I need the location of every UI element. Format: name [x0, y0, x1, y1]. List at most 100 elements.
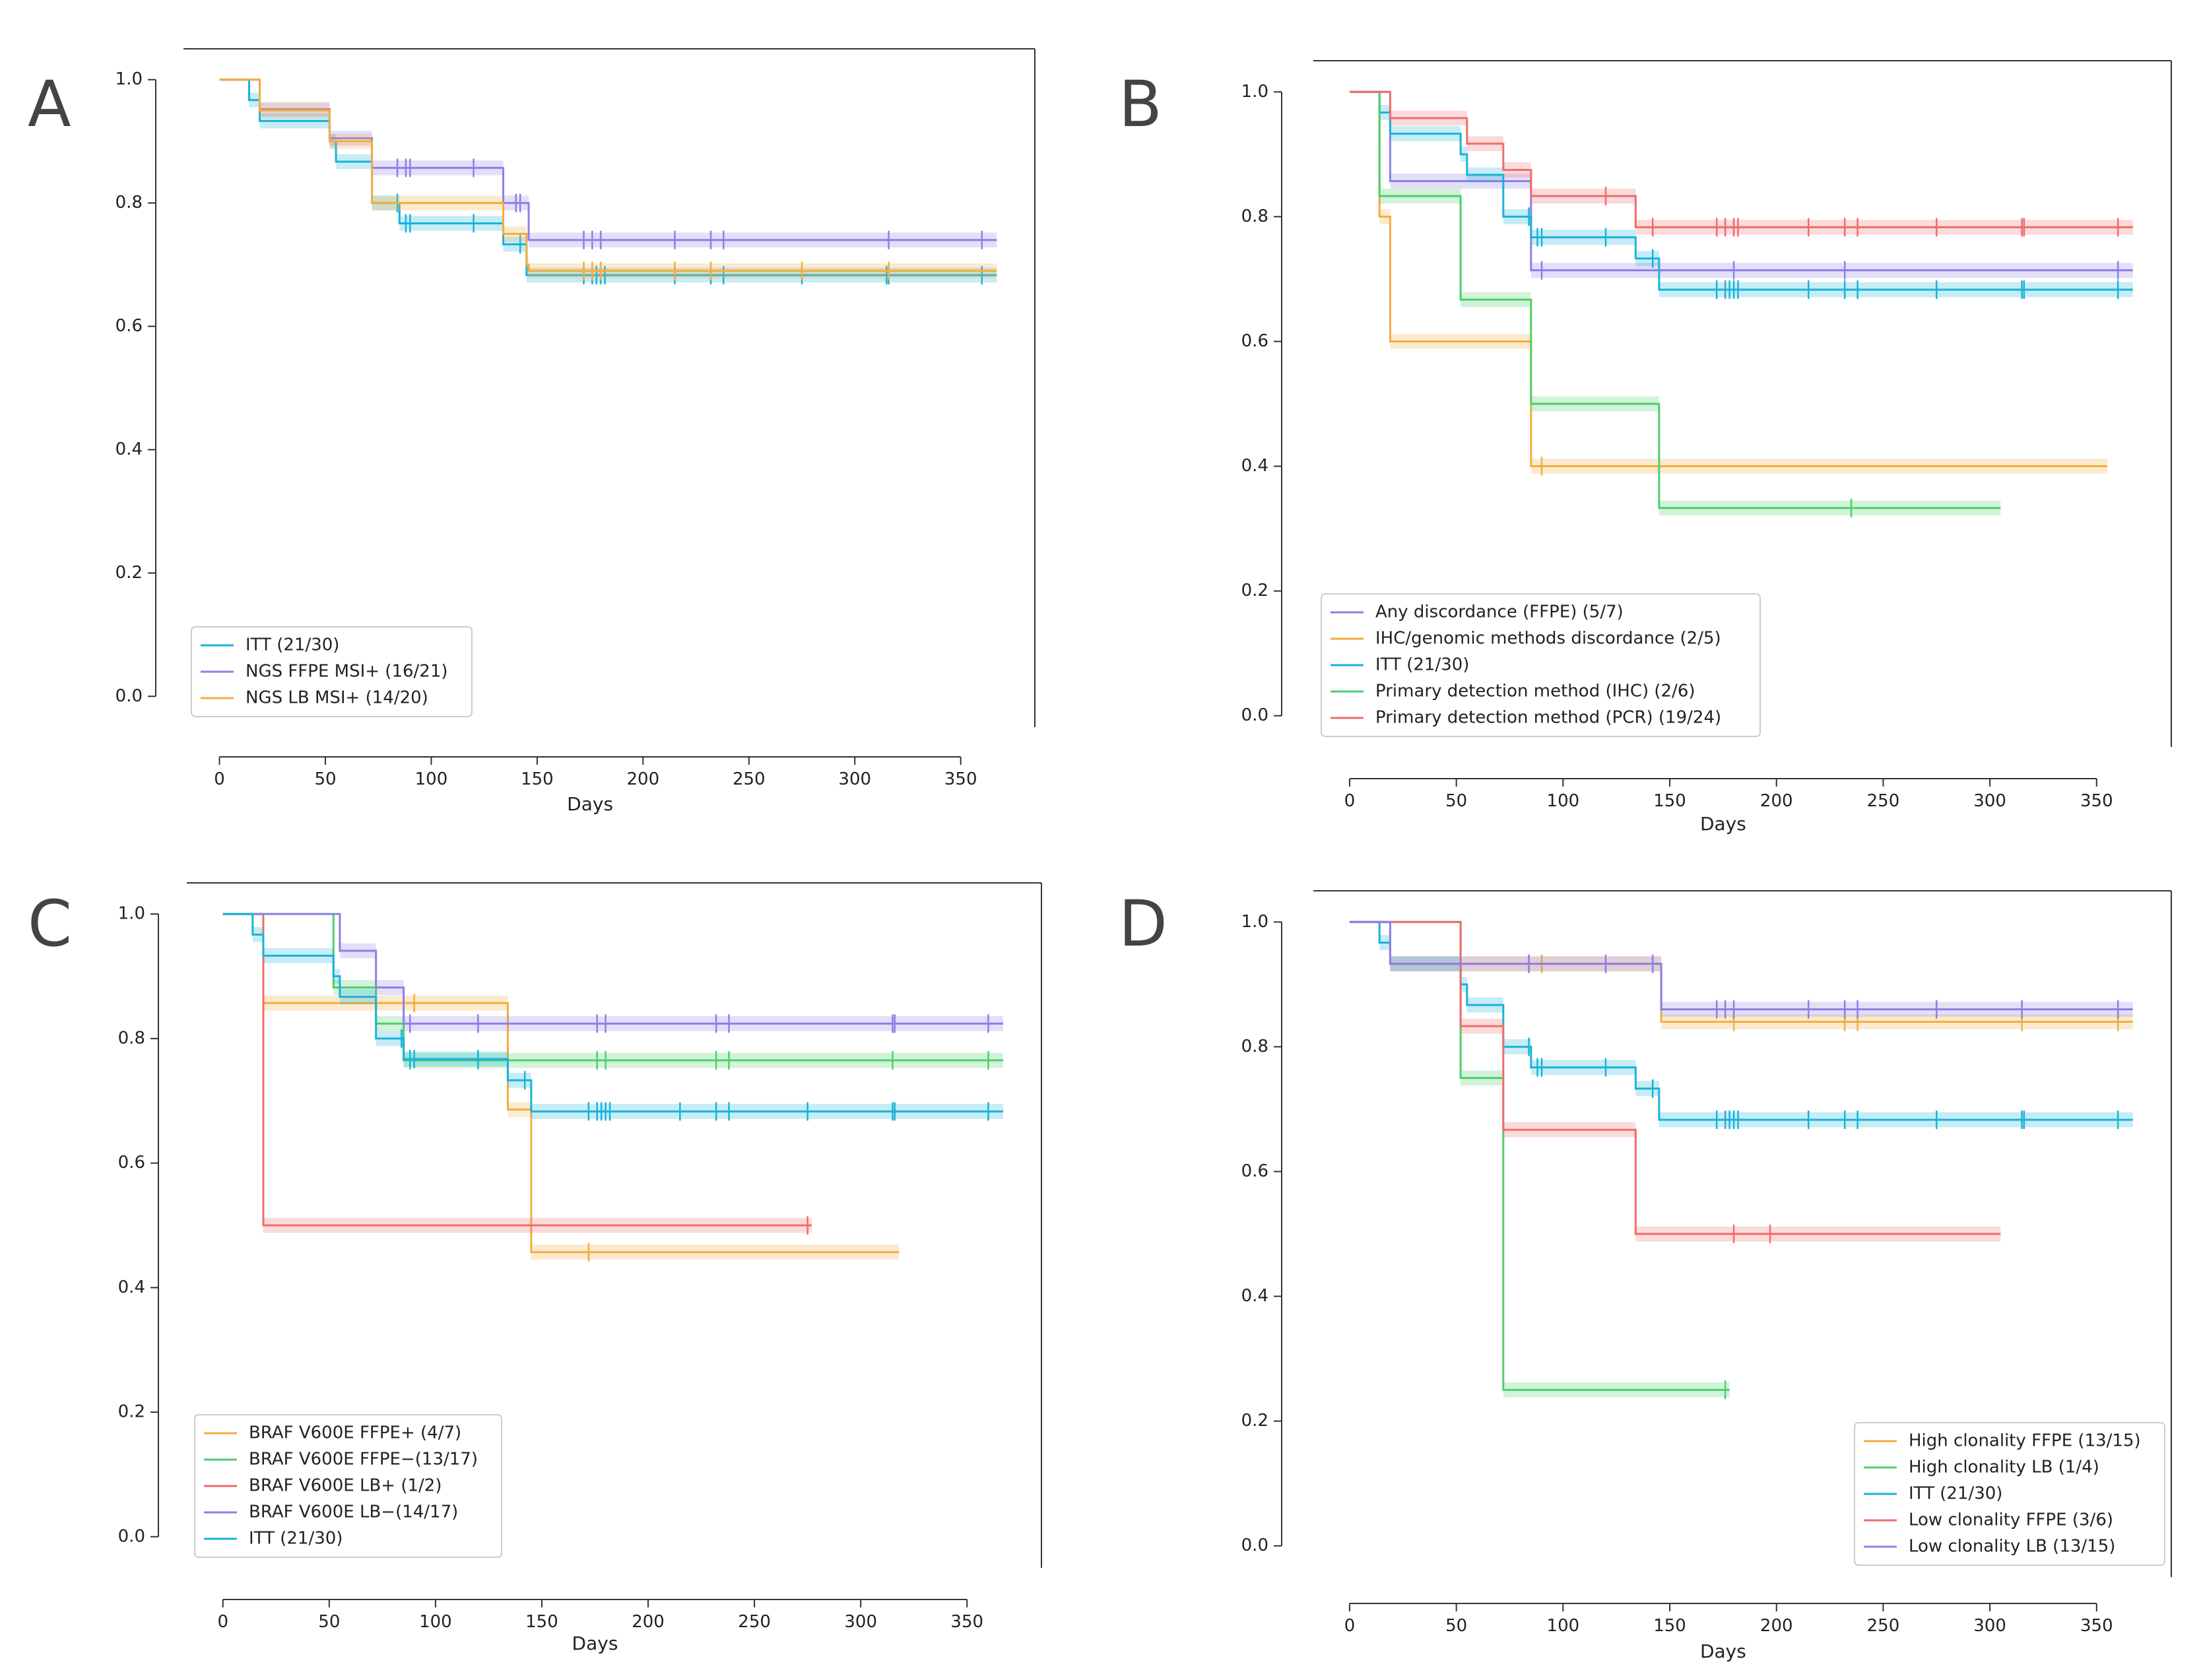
- x-tick-label: 250: [733, 769, 766, 789]
- legend-label: NGS FFPE MSI+ (16/21): [246, 662, 448, 682]
- x-tick-label: 300: [838, 769, 871, 789]
- x-tick-label: 300: [1973, 791, 2006, 811]
- x-tick-label: 0: [1344, 1616, 1356, 1636]
- legend-box: [1321, 593, 1761, 737]
- panel-b: B 0.0 0.2 0.4 0.6 0.8 1.0 0 50 100 150 200 250 300 350…: [1119, 60, 2172, 835]
- series-4: [222, 913, 1004, 1033]
- x-tick-label: 0: [1344, 791, 1356, 811]
- legend-box: [194, 1414, 502, 1558]
- x-tick-label: 350: [2080, 791, 2113, 811]
- legend-label: Primary detection method (IHC) (2/6): [1375, 682, 1695, 701]
- y-tick-label: 0.0: [118, 1526, 145, 1546]
- legend: Any discordance (FFPE) (5/7) IHC/genomic …: [1321, 593, 1761, 737]
- x-tick-label: 50: [1445, 791, 1467, 811]
- series-2: [1349, 90, 2107, 476]
- panel-letter: D: [1119, 887, 1167, 961]
- panel-c: C 0.0 0.2 0.4 0.6 0.8 1.0 0 50 100 150 200 250 300 350…: [28, 882, 1042, 1654]
- survival-curve: [222, 913, 1004, 1113]
- series-3: [219, 79, 997, 280]
- x-tick-label: 150: [1653, 791, 1686, 811]
- y-tick-label: 0.2: [1241, 1411, 1268, 1431]
- x-tick-label: 0: [214, 769, 225, 789]
- y-tick-label: 0.0: [1241, 705, 1268, 725]
- x-tick-label: 150: [525, 1612, 558, 1632]
- legend-label: Any discordance (FFPE) (5/7): [1375, 602, 1624, 622]
- x-tick-label: 250: [738, 1612, 771, 1632]
- y-tick-label: 0.4: [118, 1277, 145, 1297]
- x-tick-label: 300: [1973, 1616, 2006, 1636]
- x-tick-label: 50: [1445, 1616, 1467, 1636]
- x-tick-label: 0: [217, 1612, 228, 1632]
- y-tick-label: 1.0: [115, 69, 143, 89]
- x-tick-label: 200: [1760, 791, 1793, 811]
- x-tick-label: 350: [2080, 1616, 2113, 1636]
- legend: BRAF V600E FFPE+ (4/7) BRAF V600E FFPE−(1…: [194, 1414, 502, 1558]
- series-5: [1349, 90, 2133, 237]
- series-1: [1349, 90, 2133, 280]
- legend-label: ITT (21/30): [246, 635, 339, 655]
- y-tick-label: 0.2: [1241, 581, 1268, 600]
- series-1: [222, 913, 900, 1262]
- x-tick-label: 200: [627, 769, 660, 789]
- legend-label: Low clonality FFPE (3/6): [1909, 1510, 2113, 1530]
- legend-label: BRAF V600E FFPE+ (4/7): [249, 1423, 461, 1443]
- x-axis-title: Days: [572, 1632, 618, 1654]
- x-tick-label: 200: [632, 1612, 665, 1632]
- survival-curve: [1349, 90, 2133, 228]
- y-tick-label: 0.2: [118, 1402, 145, 1422]
- legend-label: Low clonality LB (13/15): [1909, 1537, 2115, 1557]
- legend-label: ITT (21/30): [249, 1529, 343, 1549]
- legend: High clonality FFPE (13/15) High clonalit…: [1854, 1422, 2165, 1566]
- survival-curve: [1349, 90, 2133, 291]
- y-tick-label: 0.0: [1241, 1535, 1268, 1555]
- y-tick-label: 0.8: [115, 193, 143, 212]
- y-tick-label: 0.2: [115, 563, 143, 583]
- x-tick-label: 100: [1547, 791, 1580, 811]
- y-tick-label: 0.8: [118, 1028, 145, 1048]
- y-tick-label: 1.0: [118, 904, 145, 924]
- x-tick-label: 100: [1547, 1616, 1580, 1636]
- survival-curve: [222, 913, 900, 1254]
- x-tick-label: 350: [950, 1612, 983, 1632]
- panel-a: A 0.0 0.2 0.4 0.6 0.8 1.0 0 50 100 150 200 250 300 350…: [28, 48, 1035, 815]
- legend-label: BRAF V600E LB−(14/17): [249, 1502, 458, 1522]
- legend-label: BRAF V600E FFPE−(13/17): [249, 1450, 478, 1470]
- x-tick-label: 100: [419, 1612, 452, 1632]
- legend-box: [191, 626, 473, 717]
- legend-label: ITT (21/30): [1909, 1484, 2002, 1504]
- legend-label: ITT (21/30): [1375, 655, 1469, 675]
- survival-curve: [1349, 921, 2133, 1121]
- x-tick-label: 250: [1867, 791, 1900, 811]
- y-tick-label: 1.0: [1241, 912, 1268, 932]
- legend-box: [1854, 1422, 2165, 1566]
- x-tick-label: 300: [844, 1612, 877, 1632]
- y-tick-label: 0.0: [115, 686, 143, 706]
- y-tick-label: 0.6: [1241, 331, 1268, 351]
- series-2: [1349, 921, 1730, 1400]
- survival-curve: [219, 79, 997, 276]
- y-tick-label: 0.6: [118, 1153, 145, 1173]
- series-1: [219, 79, 997, 284]
- survival-curve: [1349, 921, 1730, 1391]
- survival-curve: [222, 913, 1004, 1025]
- x-tick-label: 100: [415, 769, 448, 789]
- x-tick-label: 350: [944, 769, 977, 789]
- legend-label: High clonality LB (1/4): [1909, 1458, 2099, 1477]
- series-5: [1349, 921, 2133, 1019]
- y-tick-label: 0.4: [1241, 1286, 1268, 1306]
- series-3: [1349, 921, 2133, 1129]
- survival-curve: [1349, 921, 2133, 1011]
- y-tick-label: 0.8: [1241, 1037, 1268, 1056]
- x-tick-label: 50: [318, 1612, 340, 1632]
- y-tick-label: 0.6: [115, 316, 143, 336]
- series-5: [222, 913, 1004, 1121]
- y-tick-label: 1.0: [1241, 82, 1268, 102]
- x-tick-label: 150: [1653, 1616, 1686, 1636]
- panel-letter: B: [1119, 67, 1162, 141]
- panel-d: D 0.0 0.2 0.4 0.6 0.8 1.0 0 50 100 150 200 250 300 350…: [1119, 887, 2172, 1662]
- legend-label: NGS LB MSI+ (14/20): [246, 688, 428, 708]
- legend-label: BRAF V600E LB+ (1/2): [249, 1476, 442, 1496]
- legend-label: Primary detection method (PCR) (19/24): [1375, 708, 1721, 728]
- panel-letter: A: [28, 67, 71, 141]
